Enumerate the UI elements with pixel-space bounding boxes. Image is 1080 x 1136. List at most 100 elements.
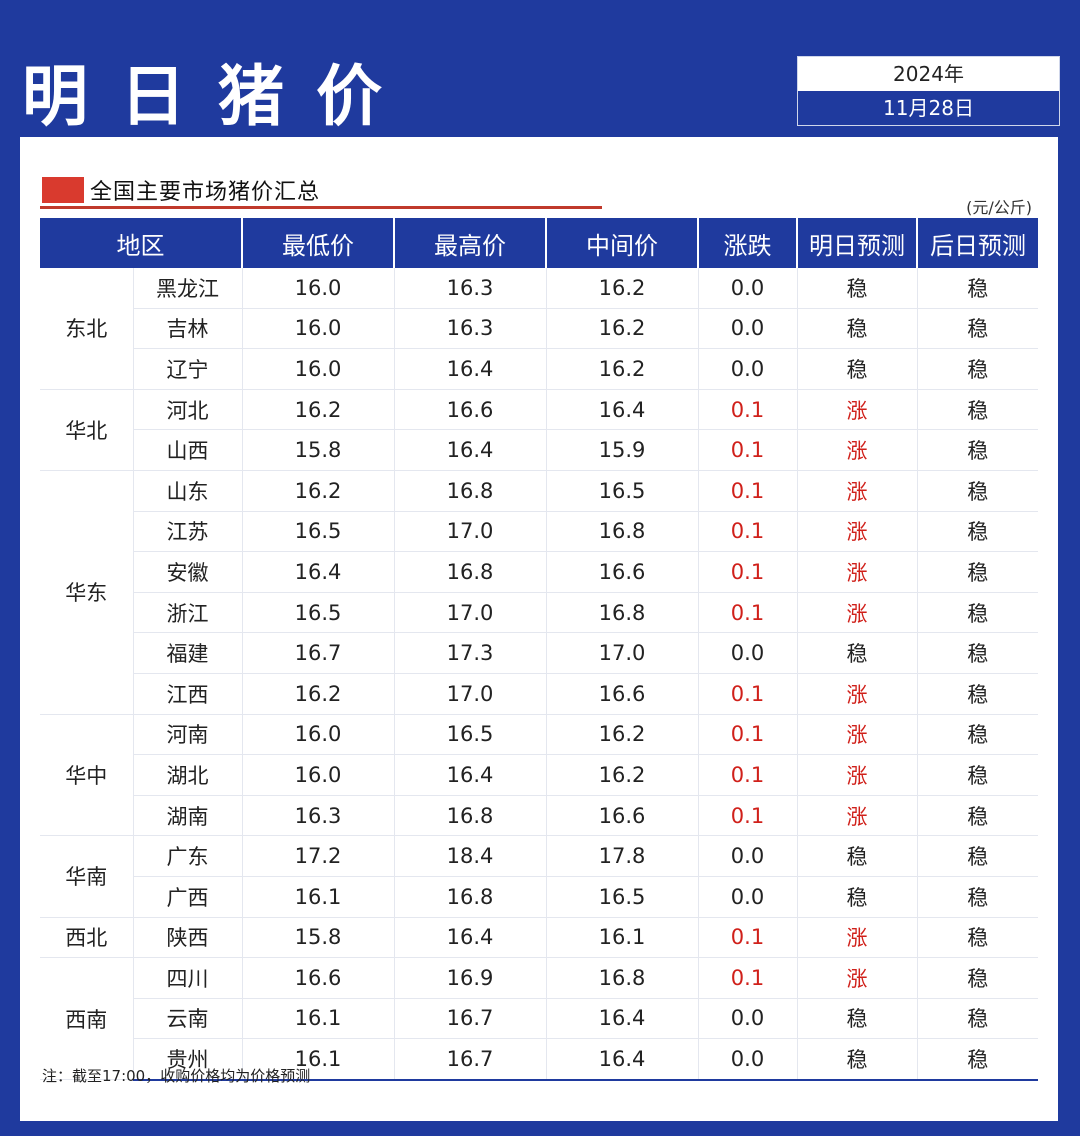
dayafter-forecast-cell: 稳 (917, 795, 1038, 837)
table-row: 辽宁 16.0 16.4 16.2 0.0 稳稳 (40, 348, 1038, 390)
col-header-tomorrow: 明日预测 (797, 218, 918, 268)
province-cell: 江苏 (133, 511, 243, 553)
section-underline (40, 206, 602, 209)
dayafter-forecast-cell: 稳 (917, 592, 1038, 634)
province-cell: 吉林 (133, 308, 243, 350)
high-price-cell: 16.4 (394, 429, 547, 471)
change-cell: 0.1 (698, 754, 798, 796)
mid-price-cell: 16.4 (546, 1038, 699, 1081)
mid-price-cell: 16.8 (546, 957, 699, 999)
unit-label: (元/公斤) (966, 198, 1032, 217)
low-price-cell: 16.6 (242, 957, 395, 999)
change-cell: 0.0 (698, 268, 798, 309)
change-cell: 0.1 (698, 429, 798, 471)
dayafter-forecast-cell: 稳 (917, 308, 1038, 350)
dayafter-forecast-cell: 稳 (917, 714, 1038, 756)
table-row: 广西 16.1 16.8 16.5 0.0 稳稳 (40, 876, 1038, 918)
table-row: 贵州 16.1 16.7 16.4 0.0 稳稳 (40, 1038, 1038, 1081)
change-cell: 0.0 (698, 632, 798, 674)
change-cell: 0.1 (698, 917, 798, 959)
high-price-cell: 16.6 (394, 389, 547, 431)
tomorrow-forecast-cell: 涨 (797, 795, 918, 837)
dayafter-forecast-cell: 稳 (917, 511, 1038, 553)
change-cell: 0.0 (698, 348, 798, 390)
low-price-cell: 16.2 (242, 673, 395, 715)
change-cell: 0.1 (698, 957, 798, 999)
mid-price-cell: 16.4 (546, 389, 699, 431)
region-cell: 华东 (40, 470, 134, 715)
high-price-cell: 16.7 (394, 998, 547, 1040)
low-price-cell: 16.0 (242, 754, 395, 796)
table-body: 东北 黑龙江 16.0 16.3 16.2 0.0 稳稳吉林 16.0 16.3 16.2 0.0 稳… (40, 268, 1038, 1081)
tomorrow-forecast-cell: 稳 (797, 876, 918, 918)
province-cell: 广西 (133, 876, 243, 918)
dayafter-forecast-cell: 稳 (917, 754, 1038, 796)
region-cell: 华北 (40, 389, 134, 471)
mid-price-cell: 16.2 (546, 348, 699, 390)
province-cell: 江西 (133, 673, 243, 715)
mid-price-cell: 16.4 (546, 998, 699, 1040)
tomorrow-forecast-cell: 涨 (797, 957, 918, 999)
low-price-cell: 16.0 (242, 308, 395, 350)
region-cell: 华南 (40, 835, 134, 918)
low-price-cell: 16.2 (242, 389, 395, 431)
mid-price-cell: 16.1 (546, 917, 699, 959)
tomorrow-forecast-cell: 涨 (797, 511, 918, 553)
dayafter-forecast-cell: 稳 (917, 998, 1038, 1040)
change-cell: 0.0 (698, 835, 798, 877)
low-price-cell: 16.5 (242, 511, 395, 553)
tomorrow-forecast-cell: 稳 (797, 632, 918, 674)
table-row: 山西 15.8 16.4 15.9 0.1 涨稳 (40, 429, 1038, 471)
tomorrow-forecast-cell: 稳 (797, 308, 918, 350)
low-price-cell: 16.1 (242, 998, 395, 1040)
tomorrow-forecast-cell: 涨 (797, 592, 918, 634)
low-price-cell: 16.2 (242, 470, 395, 512)
high-price-cell: 18.4 (394, 835, 547, 877)
change-cell: 0.1 (698, 673, 798, 715)
table-row: 吉林 16.0 16.3 16.2 0.0 稳稳 (40, 308, 1038, 350)
change-cell: 0.1 (698, 795, 798, 837)
high-price-cell: 16.3 (394, 268, 547, 309)
col-header-dayafter: 后日预测 (917, 218, 1038, 268)
table-row: 湖南 16.3 16.8 16.6 0.1 涨稳 (40, 795, 1038, 837)
table-row: 湖北 16.0 16.4 16.2 0.1 涨稳 (40, 754, 1038, 796)
tomorrow-forecast-cell: 涨 (797, 470, 918, 512)
high-price-cell: 16.7 (394, 1038, 547, 1081)
tomorrow-forecast-cell: 稳 (797, 1038, 918, 1081)
province-cell: 云南 (133, 998, 243, 1040)
date-day: 11月28日 (798, 91, 1059, 125)
table-row: 华中 河南 16.0 16.5 16.2 0.1 涨稳 (40, 714, 1038, 837)
tomorrow-forecast-cell: 稳 (797, 998, 918, 1040)
low-price-cell: 16.0 (242, 348, 395, 390)
change-cell: 0.1 (698, 592, 798, 634)
mid-price-cell: 16.2 (546, 308, 699, 350)
dayafter-forecast-cell: 稳 (917, 429, 1038, 471)
mid-price-cell: 16.8 (546, 511, 699, 553)
page-title: 明日猪价 (22, 58, 414, 135)
high-price-cell: 16.4 (394, 348, 547, 390)
low-price-cell: 16.3 (242, 795, 395, 837)
province-cell: 四川 (133, 957, 243, 999)
mid-price-cell: 17.0 (546, 632, 699, 674)
province-cell: 安徽 (133, 551, 243, 593)
province-cell: 河南 (133, 714, 243, 756)
high-price-cell: 16.4 (394, 754, 547, 796)
dayafter-forecast-cell: 稳 (917, 835, 1038, 877)
high-price-cell: 17.3 (394, 632, 547, 674)
table-row: 安徽 16.4 16.8 16.6 0.1 涨稳 (40, 551, 1038, 593)
section-title: 全国主要市场猪价汇总 (90, 180, 321, 205)
low-price-cell: 17.2 (242, 835, 395, 877)
footnote: 注：截至17:00，收购价格均为价格预测 (42, 1067, 311, 1085)
dayafter-forecast-cell: 稳 (917, 1038, 1038, 1081)
province-cell: 山西 (133, 429, 243, 471)
high-price-cell: 17.0 (394, 511, 547, 553)
low-price-cell: 15.8 (242, 429, 395, 471)
high-price-cell: 16.5 (394, 714, 547, 756)
table-row: 东北 黑龙江 16.0 16.3 16.2 0.0 稳稳 (40, 268, 1038, 390)
tomorrow-forecast-cell: 涨 (797, 551, 918, 593)
change-cell: 0.1 (698, 714, 798, 756)
change-cell: 0.0 (698, 876, 798, 918)
change-cell: 0.1 (698, 551, 798, 593)
table-row: 福建 16.7 17.3 17.0 0.0 稳稳 (40, 632, 1038, 674)
section-header: 全国主要市场猪价汇总 (42, 175, 320, 205)
